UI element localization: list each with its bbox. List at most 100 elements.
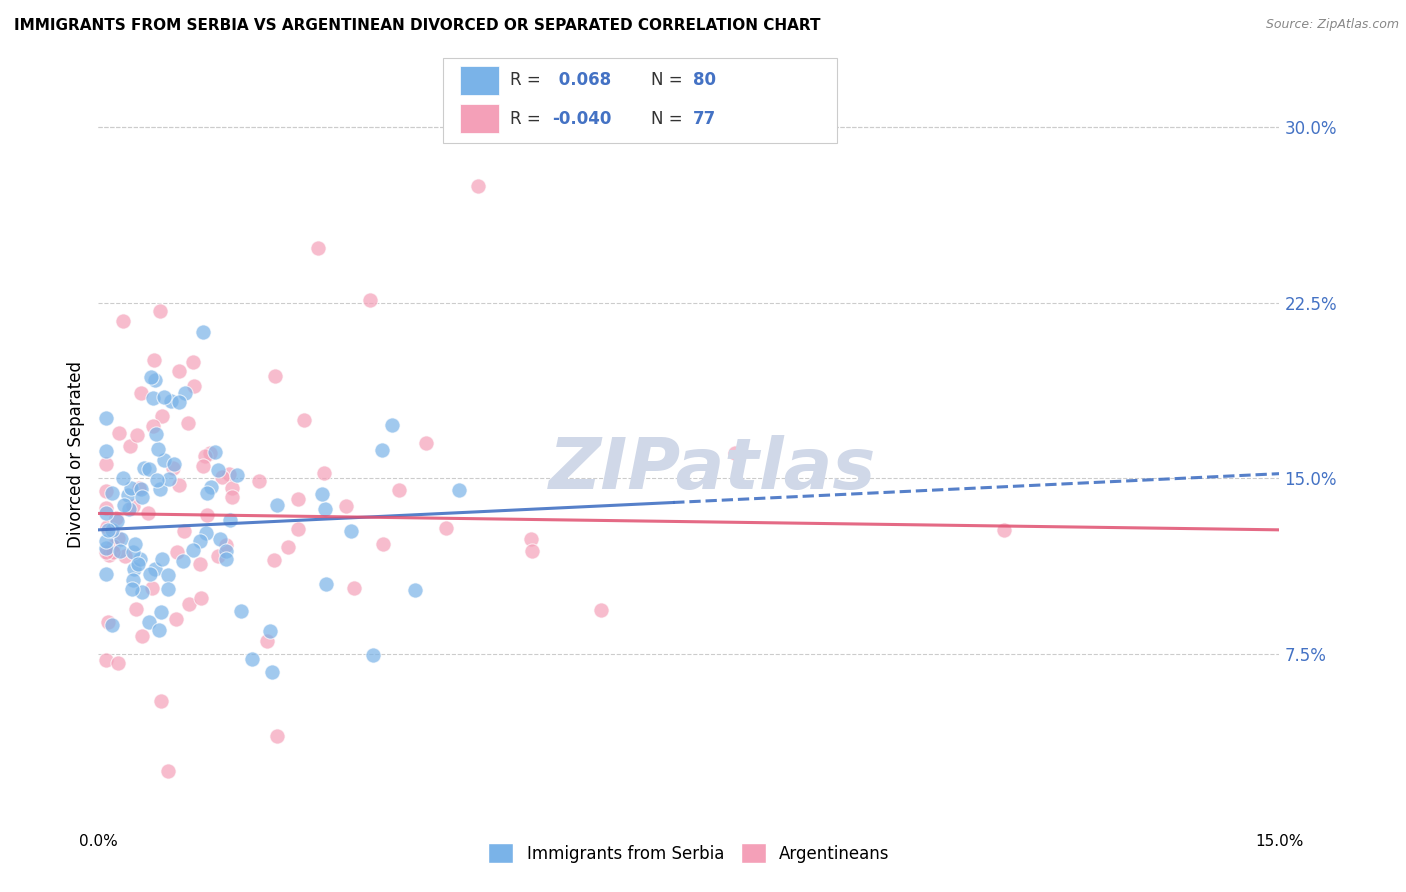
- Text: N =: N =: [651, 71, 688, 89]
- Point: [96, 541, 118, 556]
- Point: [143, 352, 166, 367]
- Point: [191, 459, 214, 474]
- Point: [138, 461, 160, 475]
- Point: [96, 458, 118, 472]
- Point: [177, 597, 200, 611]
- Point: [218, 467, 240, 481]
- Point: [162, 461, 184, 475]
- Point: [208, 532, 231, 546]
- Point: [100, 485, 122, 500]
- Point: [315, 577, 337, 591]
- Text: 77: 77: [693, 110, 717, 128]
- Point: [165, 612, 187, 626]
- Point: [146, 473, 169, 487]
- Point: [127, 557, 149, 571]
- Legend: Immigrants from Serbia, Argentineans: Immigrants from Serbia, Argentineans: [482, 837, 896, 870]
- Point: [183, 379, 205, 393]
- Point: [107, 657, 129, 671]
- Point: [156, 764, 179, 778]
- Point: [136, 506, 159, 520]
- Point: [221, 490, 243, 504]
- Point: [131, 585, 153, 599]
- Text: IMMIGRANTS FROM SERBIA VS ARGENTINEAN DIVORCED OR SEPARATED CORRELATION CHART: IMMIGRANTS FROM SERBIA VS ARGENTINEAN DI…: [14, 18, 821, 33]
- Point: [146, 442, 169, 456]
- Point: [388, 483, 411, 497]
- Point: [122, 573, 145, 587]
- Point: [434, 520, 457, 534]
- Point: [96, 501, 118, 516]
- Point: [153, 390, 176, 404]
- Point: [188, 558, 211, 572]
- Point: [191, 325, 214, 339]
- Point: [724, 446, 747, 460]
- Point: [157, 582, 180, 596]
- Point: [96, 410, 118, 425]
- Point: [311, 486, 333, 500]
- Point: [142, 391, 165, 405]
- Point: [221, 481, 243, 495]
- Point: [131, 482, 153, 496]
- Point: [520, 532, 543, 546]
- Point: [993, 523, 1015, 537]
- Text: R =: R =: [510, 110, 547, 128]
- Point: [128, 481, 150, 495]
- Point: [177, 416, 200, 430]
- Point: [150, 605, 173, 619]
- Point: [277, 540, 299, 554]
- Point: [96, 534, 118, 549]
- Point: [361, 648, 384, 663]
- Text: 80: 80: [693, 71, 716, 89]
- Point: [447, 483, 470, 497]
- Point: [96, 484, 118, 499]
- Point: [124, 537, 146, 551]
- Point: [215, 552, 238, 566]
- Point: [101, 539, 124, 553]
- Point: [150, 409, 173, 423]
- Point: [195, 508, 218, 523]
- Point: [312, 466, 335, 480]
- Point: [108, 544, 131, 558]
- Point: [96, 653, 118, 667]
- Y-axis label: Divorced or Separated: Divorced or Separated: [66, 361, 84, 549]
- Point: [404, 583, 426, 598]
- Point: [359, 293, 381, 308]
- Point: [194, 449, 217, 463]
- Point: [381, 417, 404, 432]
- Point: [139, 370, 162, 384]
- Point: [262, 665, 284, 679]
- Point: [101, 618, 124, 632]
- Point: [307, 241, 329, 255]
- Point: [263, 553, 285, 567]
- Point: [101, 523, 124, 537]
- Point: [162, 457, 184, 471]
- Point: [96, 443, 118, 458]
- Point: [340, 524, 363, 538]
- Point: [131, 386, 153, 401]
- Point: [190, 591, 212, 605]
- Text: -0.040: -0.040: [553, 110, 612, 128]
- Point: [143, 562, 166, 576]
- Point: [198, 446, 221, 460]
- Point: [97, 523, 120, 537]
- Point: [247, 474, 270, 488]
- Point: [218, 513, 240, 527]
- Point: [132, 460, 155, 475]
- Text: R =: R =: [510, 71, 547, 89]
- Point: [127, 427, 149, 442]
- Point: [108, 426, 131, 441]
- Point: [167, 394, 190, 409]
- Point: [287, 491, 309, 506]
- Point: [122, 561, 145, 575]
- Point: [128, 552, 150, 566]
- Point: [118, 502, 141, 516]
- Point: [266, 498, 288, 512]
- Point: [264, 368, 287, 383]
- Point: [125, 602, 148, 616]
- Point: [467, 178, 489, 193]
- Point: [96, 545, 118, 559]
- Point: [153, 452, 176, 467]
- Point: [231, 604, 253, 618]
- Point: [173, 524, 195, 538]
- Point: [370, 442, 392, 457]
- Text: N =: N =: [651, 110, 688, 128]
